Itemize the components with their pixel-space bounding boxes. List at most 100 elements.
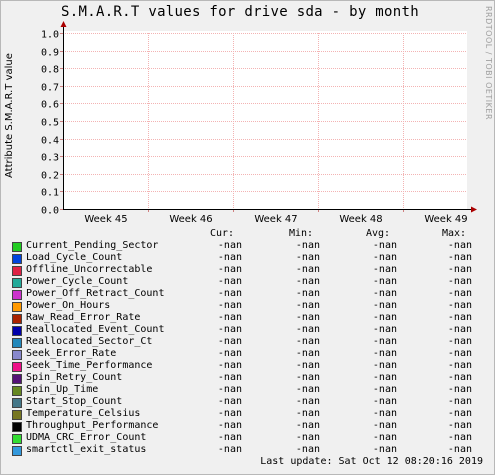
legend-max-value: -nan	[447, 324, 472, 335]
legend-row: Temperature_Celsius -nan -nan -nan -nan	[10, 408, 490, 420]
legend-min-value: -nan	[295, 252, 320, 263]
legend-series-name: Throughput_Performance	[26, 420, 159, 431]
legend-swatch	[12, 410, 22, 420]
y-tick-label: 0.8	[41, 65, 59, 76]
legend-swatch	[12, 266, 22, 276]
legend-swatch	[12, 326, 22, 336]
legend-max-value: -nan	[447, 288, 472, 299]
legend-min-value: -nan	[295, 240, 320, 251]
plot-area: 0.0 0.1 0.2 0.3 0.4 0.5 0.6 0.7 0.8 0.9 1.0 Week 45…	[41, 21, 477, 225]
legend-max-value: -nan	[447, 432, 472, 443]
legend-min-value: -nan	[295, 420, 320, 431]
legend-row: UDMA_CRC_Error_Count -nan -nan -nan -nan	[10, 432, 490, 444]
legend-row: Throughput_Performance -nan -nan -nan -nan	[10, 420, 490, 432]
legend-row: Reallocated_Sector_Ct -nan -nan -nan -nan	[10, 336, 490, 348]
legend-avg-value: -nan	[372, 288, 397, 299]
legend-row: Raw_Read_Error_Rate -nan -nan -nan -nan	[10, 312, 490, 324]
legend-series-name: Reallocated_Sector_Ct	[26, 336, 153, 347]
legend-cur-value: -nan	[217, 408, 242, 419]
legend-series-name: Spin_Retry_Count	[26, 372, 123, 383]
legend-max-value: -nan	[447, 300, 472, 311]
legend-min-value: -nan	[295, 276, 320, 287]
legend-min-value: -nan	[295, 384, 320, 395]
y-tick-label: 0.5	[41, 118, 59, 129]
legend-row: Power_Cycle_Count -nan -nan -nan -nan	[10, 276, 490, 288]
y-tick-label: 0.9	[41, 48, 59, 59]
legend-min-value: -nan	[295, 288, 320, 299]
legend-cur-value: -nan	[217, 264, 242, 275]
legend-series-name: Spin_Up_Time	[26, 384, 99, 395]
legend-series-name: Offline_Uncorrectable	[26, 264, 153, 275]
legend-avg-value: -nan	[372, 252, 397, 263]
legend-cur-value: -nan	[217, 348, 242, 359]
legend-series-name: Temperature_Celsius	[26, 408, 141, 419]
legend-max-value: -nan	[447, 312, 472, 323]
y-tick-label: 0.1	[41, 188, 59, 199]
legend-min-value: -nan	[295, 444, 320, 455]
legend-swatch	[12, 386, 22, 396]
legend-max-value: -nan	[447, 252, 472, 263]
legend-cur-value: -nan	[217, 312, 242, 323]
legend-series-name: Power_On_Hours	[26, 300, 111, 311]
legend-swatch	[12, 422, 22, 432]
legend-header-max: Max:	[442, 228, 467, 239]
legend-max-value: -nan	[447, 408, 472, 419]
legend-avg-value: -nan	[372, 312, 397, 323]
legend-swatch	[12, 446, 22, 456]
legend-swatch	[12, 434, 22, 444]
legend-swatch	[12, 278, 22, 288]
legend-row: Load_Cycle_Count -nan -nan -nan -nan	[10, 252, 490, 264]
legend-max-value: -nan	[447, 360, 472, 371]
legend-cur-value: -nan	[217, 384, 242, 395]
legend-max-value: -nan	[447, 420, 472, 431]
plot-background	[63, 31, 467, 209]
legend-swatch	[12, 374, 22, 384]
legend-series-name: Power_Off_Retract_Count	[26, 288, 165, 299]
legend-cur-value: -nan	[217, 240, 242, 251]
legend-swatch	[12, 362, 22, 372]
y-tick-label: 0.7	[41, 83, 59, 94]
x-tick-label: Week 45	[84, 214, 127, 225]
legend-max-value: -nan	[447, 348, 472, 359]
legend-cur-value: -nan	[217, 396, 242, 407]
legend-cur-value: -nan	[217, 288, 242, 299]
legend-series-name: smartctl_exit_status	[26, 444, 147, 455]
legend-min-value: -nan	[295, 360, 320, 371]
legend-swatch	[12, 242, 22, 252]
legend-row: Current_Pending_Sector -nan -nan -nan -nan	[10, 240, 490, 252]
legend-cur-value: -nan	[217, 276, 242, 287]
legend-swatch	[12, 398, 22, 408]
legend-series-name: Start_Stop_Count	[26, 396, 123, 407]
legend-swatch	[12, 350, 22, 360]
legend-series-name: Reallocated_Event_Count	[26, 324, 165, 335]
legend-row: Seek_Time_Performance -nan -nan -nan -nan	[10, 360, 490, 372]
legend-series-name: UDMA_CRC_Error_Count	[26, 432, 147, 443]
legend-avg-value: -nan	[372, 444, 397, 455]
x-tick-label: Week 49	[424, 214, 467, 225]
legend-cur-value: -nan	[217, 252, 242, 263]
y-tick-label: 0.3	[41, 153, 59, 164]
legend-avg-value: -nan	[372, 396, 397, 407]
legend-series-name: Raw_Read_Error_Rate	[26, 312, 141, 323]
legend-cur-value: -nan	[217, 360, 242, 371]
legend-row: Spin_Up_Time -nan -nan -nan -nan	[10, 384, 490, 396]
legend-row: smartctl_exit_status -nan -nan -nan -nan	[10, 444, 490, 456]
legend-header-cur: Cur:	[210, 228, 235, 239]
legend-row: Power_Off_Retract_Count -nan -nan -nan -nan	[10, 288, 490, 300]
y-tick-label: 1.0	[41, 30, 59, 41]
legend-min-value: -nan	[295, 264, 320, 275]
legend-cur-value: -nan	[217, 372, 242, 383]
legend-max-value: -nan	[447, 372, 472, 383]
y-axis-arrow	[60, 21, 67, 27]
legend-avg-value: -nan	[372, 240, 397, 251]
legend-avg-value: -nan	[372, 324, 397, 335]
legend-max-value: -nan	[447, 384, 472, 395]
legend-avg-value: -nan	[372, 384, 397, 395]
legend-series-name: Current_Pending_Sector	[26, 240, 159, 251]
legend-max-value: -nan	[447, 264, 472, 275]
legend-avg-value: -nan	[372, 372, 397, 383]
legend-row: Spin_Retry_Count -nan -nan -nan -nan	[10, 372, 490, 384]
legend-avg-value: -nan	[372, 264, 397, 275]
legend-max-value: -nan	[447, 240, 472, 251]
legend-series-name: Seek_Error_Rate	[26, 348, 117, 359]
